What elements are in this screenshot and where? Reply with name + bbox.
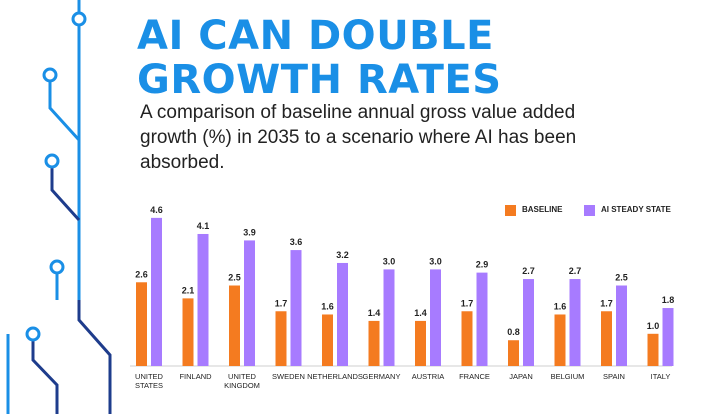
data-label-baseline-7: 1.7 xyxy=(461,298,474,308)
bar-baseline-8 xyxy=(508,340,519,366)
x-tick-label-11: ITALY xyxy=(651,372,671,381)
bar-ai-steady-state-1 xyxy=(198,234,209,366)
x-tick-label-line: SWEDEN xyxy=(272,372,305,381)
data-label-ai-steady-state-0: 4.6 xyxy=(150,205,163,215)
x-tick-label-2: UNITED KINGDOM xyxy=(224,372,260,390)
data-label-baseline-8: 0.8 xyxy=(507,327,520,337)
data-label-ai-steady-state-9: 2.7 xyxy=(569,266,582,276)
data-label-ai-steady-state-6: 3.0 xyxy=(429,256,442,266)
bar-baseline-11 xyxy=(648,334,659,366)
x-tick-label-5: GERMANY xyxy=(363,372,401,381)
x-tick-label-line: JAPAN xyxy=(509,372,533,381)
bar-ai-steady-state-0 xyxy=(151,218,162,366)
x-tick-label-line: BELGIUM xyxy=(551,372,585,381)
data-label-baseline-9: 1.6 xyxy=(554,301,567,311)
bar-ai-steady-state-8 xyxy=(523,279,534,366)
data-label-ai-steady-state-11: 1.8 xyxy=(662,295,675,305)
x-tick-label-9: BELGIUM xyxy=(551,372,585,381)
bar-baseline-4 xyxy=(322,314,333,366)
bar-baseline-2 xyxy=(229,286,240,367)
data-label-baseline-6: 1.4 xyxy=(414,308,427,318)
x-tick-label-line: SPAIN xyxy=(603,372,625,381)
x-tick-label-4: NETHERLANDS xyxy=(307,372,363,381)
x-tick-label-line: KINGDOM xyxy=(224,381,260,390)
x-tick-label-8: JAPAN xyxy=(509,372,533,381)
data-label-baseline-1: 2.1 xyxy=(182,285,195,295)
data-label-baseline-3: 1.7 xyxy=(275,298,288,308)
bar-chart: 2.64.6UNITED STATES2.14.1FINLAND2.53.9UNI… xyxy=(0,0,720,414)
data-label-baseline-4: 1.6 xyxy=(321,301,334,311)
x-tick-label-6: AUSTRIA xyxy=(412,372,445,381)
bar-baseline-6 xyxy=(415,321,426,366)
bar-baseline-0 xyxy=(136,282,147,366)
data-label-baseline-10: 1.7 xyxy=(600,298,613,308)
data-label-ai-steady-state-3: 3.6 xyxy=(290,237,303,247)
bar-ai-steady-state-2 xyxy=(244,240,255,366)
data-label-ai-steady-state-7: 2.9 xyxy=(476,260,489,270)
bar-ai-steady-state-7 xyxy=(477,273,488,366)
data-label-baseline-5: 1.4 xyxy=(368,308,381,318)
bar-baseline-9 xyxy=(555,314,566,366)
bar-baseline-7 xyxy=(462,311,473,366)
bar-baseline-10 xyxy=(601,311,612,366)
x-tick-label-line: FINLAND xyxy=(179,372,212,381)
data-label-ai-steady-state-8: 2.7 xyxy=(522,266,535,276)
data-label-baseline-11: 1.0 xyxy=(647,321,660,331)
data-label-ai-steady-state-1: 4.1 xyxy=(197,221,210,231)
bar-baseline-5 xyxy=(369,321,380,366)
x-tick-label-7: FRANCE xyxy=(459,372,490,381)
bar-ai-steady-state-11 xyxy=(663,308,674,366)
bar-ai-steady-state-4 xyxy=(337,263,348,366)
bar-ai-steady-state-3 xyxy=(291,250,302,366)
data-label-ai-steady-state-10: 2.5 xyxy=(615,273,628,283)
data-label-ai-steady-state-5: 3.0 xyxy=(383,256,396,266)
bar-ai-steady-state-9 xyxy=(570,279,581,366)
data-label-ai-steady-state-2: 3.9 xyxy=(243,227,256,237)
x-tick-label-line: AUSTRIA xyxy=(412,372,445,381)
x-tick-label-0: UNITED STATES xyxy=(135,372,164,390)
bar-ai-steady-state-10 xyxy=(616,286,627,367)
bar-ai-steady-state-6 xyxy=(430,269,441,366)
bar-baseline-1 xyxy=(183,298,194,366)
x-tick-label-line: GERMANY xyxy=(363,372,401,381)
x-tick-label-line: UNITED xyxy=(135,372,164,381)
x-tick-label-line: FRANCE xyxy=(459,372,490,381)
bar-baseline-3 xyxy=(276,311,287,366)
data-label-ai-steady-state-4: 3.2 xyxy=(336,250,349,260)
x-tick-label-line: NETHERLANDS xyxy=(307,372,363,381)
x-tick-label-3: SWEDEN xyxy=(272,372,305,381)
data-label-baseline-0: 2.6 xyxy=(135,269,148,279)
data-label-baseline-2: 2.5 xyxy=(228,273,241,283)
x-tick-label-line: ITALY xyxy=(651,372,671,381)
x-tick-label-1: FINLAND xyxy=(179,372,212,381)
x-tick-label-10: SPAIN xyxy=(603,372,625,381)
x-tick-label-line: UNITED xyxy=(228,372,257,381)
bar-ai-steady-state-5 xyxy=(384,269,395,366)
x-tick-label-line: STATES xyxy=(135,381,163,390)
